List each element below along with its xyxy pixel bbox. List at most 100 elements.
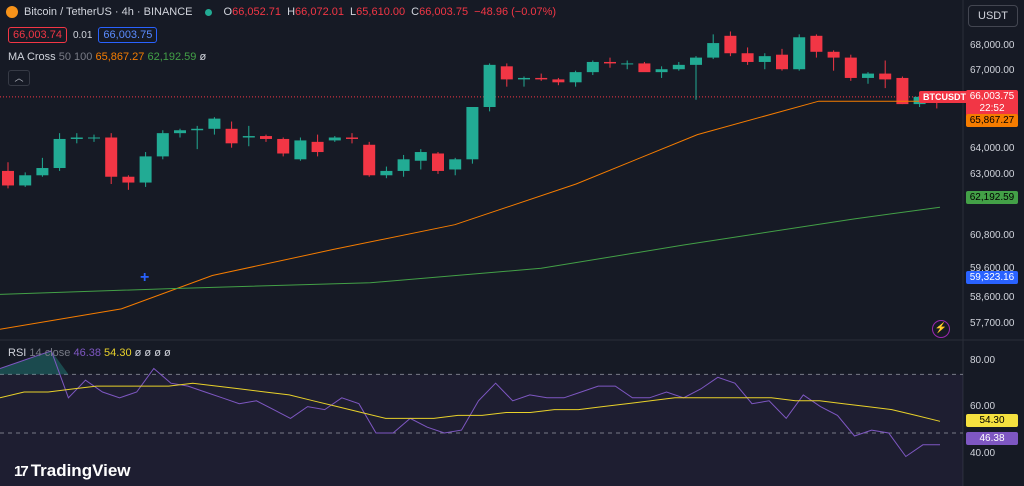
- symbol-header: Bitcoin / TetherUS · 4h · BINANCE O66,05…: [6, 6, 559, 18]
- candle: [156, 133, 169, 157]
- candle: [397, 159, 410, 171]
- candle: [449, 159, 462, 170]
- currency-selector[interactable]: USDT: [968, 5, 1018, 27]
- candle: [896, 77, 909, 105]
- ma-fast-value: 65,867.27: [95, 51, 145, 63]
- candle: [810, 35, 823, 52]
- candle: [53, 138, 66, 169]
- ma-fast-tag: 65,867.27: [966, 114, 1018, 127]
- spread-value: 0.01: [72, 29, 93, 41]
- candle: [105, 137, 118, 177]
- rsi-legend[interactable]: RSI 14 close 46.38 54.30 ø ø ø ø: [8, 347, 171, 359]
- chevron-up-icon: ︿: [14, 73, 24, 83]
- symbol-price-tag: BTCUSDT: [919, 91, 970, 103]
- candle: [844, 57, 857, 78]
- candle: [535, 77, 548, 80]
- ma-slow-value: 62,192.59: [147, 51, 197, 63]
- candle: [432, 153, 444, 171]
- candle: [466, 107, 479, 160]
- ma-cross-legend[interactable]: MA Cross 50 100 65,867.27 62,192.59 ø: [8, 51, 207, 63]
- candle: [19, 175, 32, 186]
- candle: [380, 170, 393, 176]
- rsi-value: 46.38: [73, 347, 101, 359]
- candle: [88, 137, 100, 139]
- price-tick: 58,600.00: [970, 292, 1015, 303]
- candle: [879, 73, 892, 80]
- rsi-ma-tag: 54.30: [966, 414, 1018, 427]
- candle: [552, 79, 565, 83]
- candle: [483, 64, 496, 107]
- candle: [346, 137, 358, 139]
- candle: [793, 37, 806, 70]
- price-change: −48.96 (−0.07%): [474, 6, 557, 18]
- candle: [518, 77, 530, 80]
- candle: [139, 156, 152, 183]
- rsi-ma-value: 54.30: [104, 347, 132, 359]
- candle: [827, 51, 840, 58]
- ohlc-values: O66,052.71 H66,072.01 L65,610.00 C66,003…: [223, 6, 557, 18]
- ma-slow-line: [0, 206, 941, 295]
- candle: [621, 63, 634, 65]
- candle: [174, 130, 186, 134]
- rsi-overbought-fill: [0, 350, 69, 375]
- market-open-icon: [204, 8, 212, 16]
- sell-button[interactable]: 66,003.74: [8, 27, 67, 43]
- price-tick: 57,700.00: [970, 318, 1015, 329]
- candle: [122, 176, 135, 183]
- rsi-tick: 60.00: [970, 401, 996, 412]
- candle: [363, 144, 376, 176]
- candle: [311, 141, 324, 153]
- bitcoin-icon: [6, 6, 18, 18]
- candle: [208, 118, 221, 129]
- candle: [260, 136, 272, 139]
- candle: [758, 56, 771, 62]
- lightning-icon[interactable]: ⚡: [932, 320, 950, 338]
- price-tick: 64,000.00: [970, 143, 1015, 154]
- price-tick: 63,000.00: [970, 169, 1015, 180]
- ma-slow-tag: 62,192.59: [966, 191, 1018, 204]
- candle: [277, 138, 290, 154]
- crosshair-marker: +: [140, 269, 149, 286]
- candle: [586, 61, 599, 73]
- candle: [191, 128, 204, 131]
- collapse-legend-button[interactable]: ︿: [8, 70, 30, 86]
- crosshair-price-tag: 59,323.16: [966, 271, 1018, 284]
- candle: [500, 66, 513, 80]
- candle: [36, 168, 49, 176]
- tv-logo-icon: 17: [14, 462, 29, 480]
- candle: [724, 35, 737, 54]
- rsi-tick: 40.00: [970, 448, 996, 459]
- candle: [70, 137, 83, 139]
- candle: [242, 136, 255, 138]
- candle: [604, 61, 616, 64]
- candle: [672, 64, 685, 70]
- candle: [776, 54, 788, 70]
- candle: [414, 152, 427, 161]
- buy-button[interactable]: 66,003.75: [98, 27, 158, 43]
- candle: [862, 73, 874, 78]
- price-tick: 67,000.00: [970, 65, 1015, 76]
- candle: [294, 140, 307, 160]
- tradingview-logo: 17 TradingView: [14, 461, 131, 480]
- candle: [225, 128, 238, 144]
- price-tick: 59,600.00: [970, 263, 1015, 274]
- symbol-title[interactable]: Bitcoin / TetherUS · 4h · BINANCE: [24, 6, 193, 18]
- price-tick: 60,800.00: [970, 230, 1015, 241]
- ma-fast-line: [0, 100, 940, 330]
- candle: [707, 43, 720, 58]
- price-tick: 68,000.00: [970, 40, 1015, 51]
- candle: [655, 69, 668, 73]
- rsi-tick: 80.00: [970, 355, 996, 366]
- candle: [2, 170, 14, 186]
- trade-panel: 66,003.74 0.01 66,003.75: [8, 27, 158, 43]
- candle: [690, 57, 702, 65]
- candle: [638, 63, 651, 73]
- last-price-tag: 66,003.75 22:52: [966, 90, 1018, 116]
- candle: [328, 137, 341, 141]
- candle: [741, 53, 754, 62]
- candle: [569, 72, 582, 83]
- rsi-tag: 46.38: [966, 432, 1018, 445]
- rsi-ma-line: [0, 382, 941, 422]
- rsi-band: [0, 374, 963, 486]
